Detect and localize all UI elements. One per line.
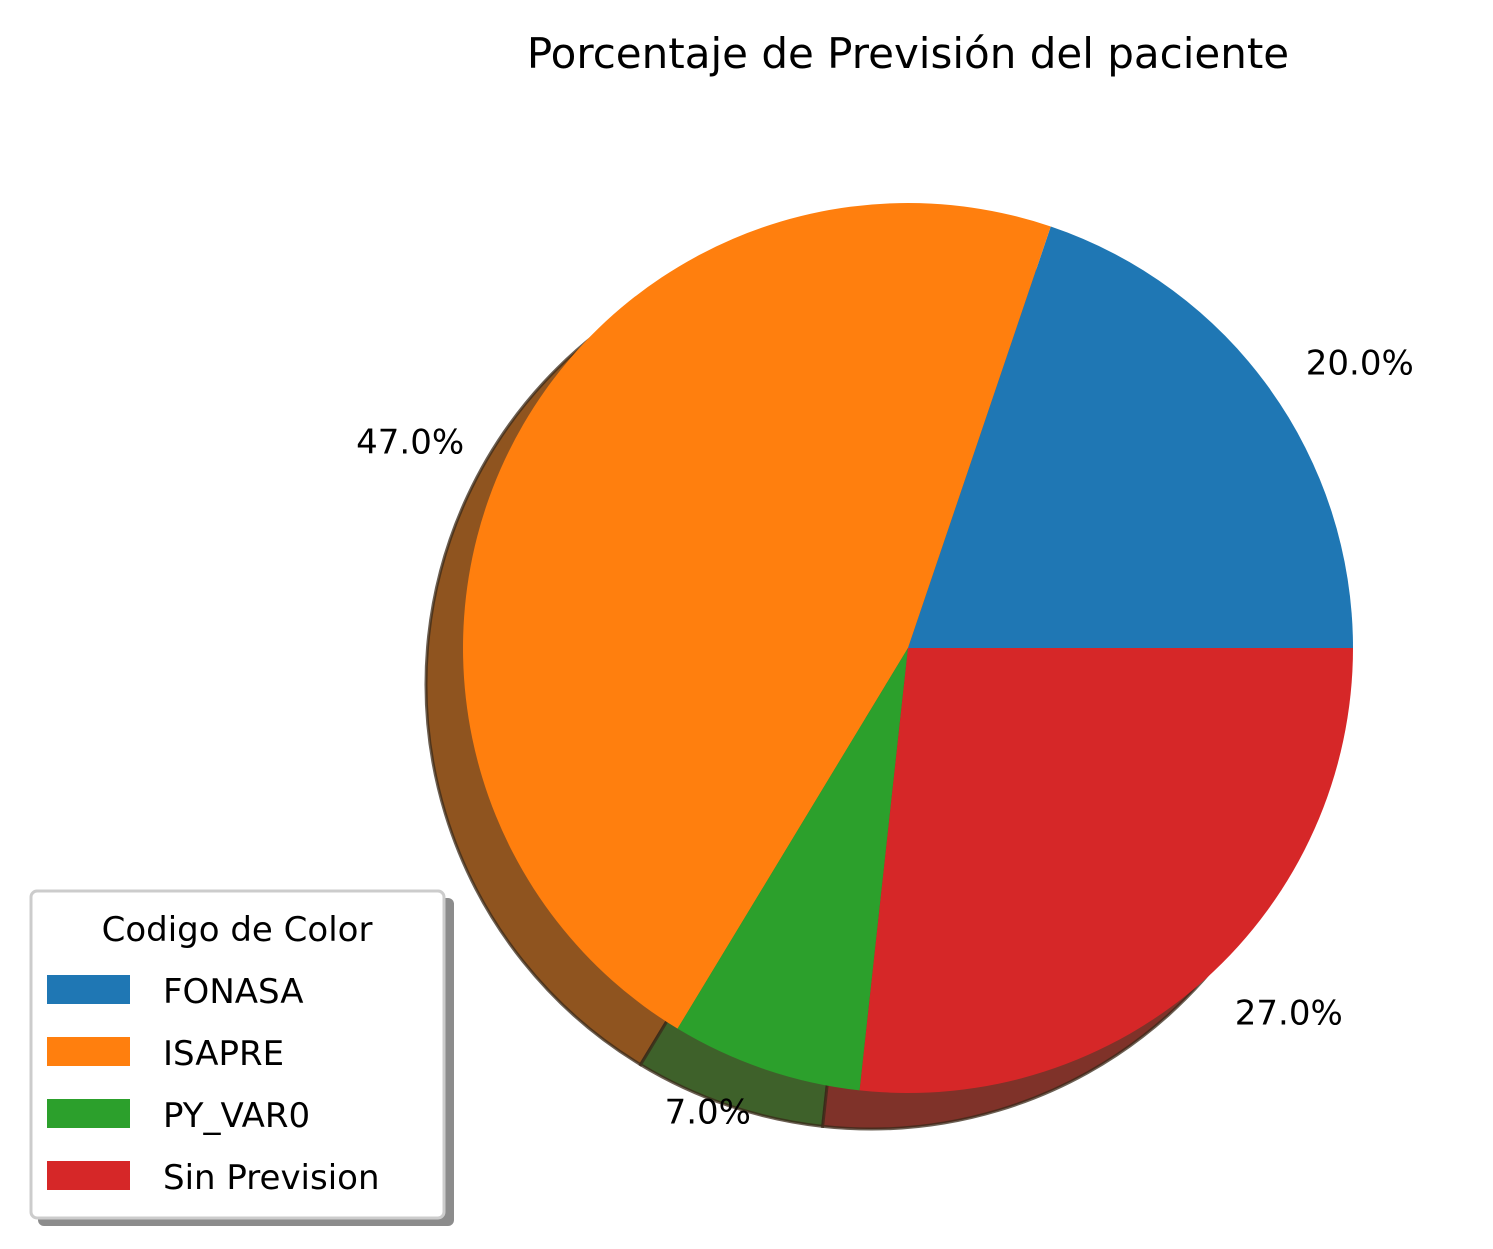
legend-entries: FONASA ISAPRE PY_VAR0 Sin Prevision (47, 972, 380, 1198)
legend-label-fonasa: FONASA (163, 972, 303, 1012)
pie-slice-isapre (463, 202, 1051, 1029)
pie-slice-fonasa (908, 226, 1354, 648)
legend-swatch-sin-prevision (47, 1161, 130, 1190)
pie-slices (463, 202, 1354, 1094)
legend-frame (29, 889, 446, 1220)
pie-value-label-isapre: 47.0% (356, 423, 464, 463)
pie-slice-sin-prevision (859, 648, 1353, 1094)
chart-title: Porcentaje de Previsión del paciente (527, 29, 1289, 78)
pie-value-label-sin-prevision: 27.0% (1235, 993, 1343, 1033)
legend-swatch-py-var0 (47, 1099, 130, 1128)
legend-label-isapre: ISAPRE (163, 1034, 284, 1074)
pie-value-label-fonasa: 20.0% (1306, 344, 1414, 384)
legend-label-py-var0: PY_VAR0 (163, 1096, 310, 1136)
pie-slice-py-var0 (677, 648, 908, 1091)
pie-value-labels: 20.0% 47.0% 7.0% 27.0% (356, 344, 1414, 1133)
legend: Codigo de Color FONASA ISAPRE PY_VAR0 Sin P… (29, 889, 454, 1226)
legend-label-sin-prevision: Sin Prevision (163, 1158, 380, 1198)
legend-title: Codigo de Color (102, 910, 373, 950)
legend-swatch-isapre (47, 1037, 130, 1066)
pie-value-label-py-var0: 7.0% (665, 1093, 751, 1133)
legend-swatch-fonasa (47, 975, 130, 1004)
